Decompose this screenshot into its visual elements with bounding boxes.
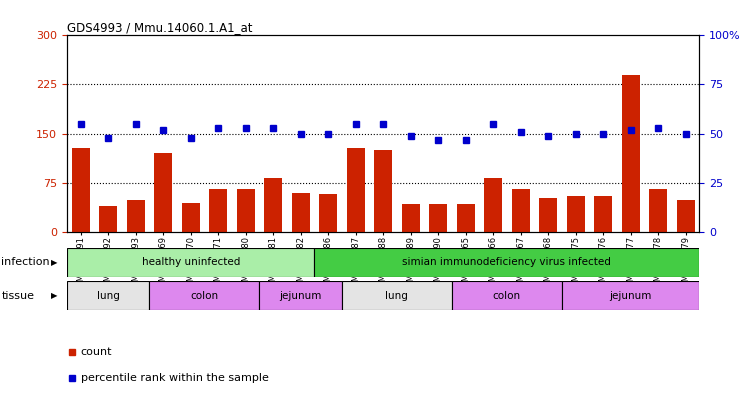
Bar [237,189,254,232]
Bar [342,281,452,310]
Bar [182,203,199,232]
Bar [264,178,282,232]
Bar [99,206,117,232]
Bar [650,189,667,232]
Text: infection: infection [1,257,50,267]
Bar [154,153,172,232]
Bar [292,193,310,232]
Bar [512,189,530,232]
Text: lung: lung [385,291,408,301]
Bar [562,281,699,310]
Bar [677,200,695,232]
Text: healthy uninfected: healthy uninfected [141,257,240,267]
Text: lung: lung [97,291,120,301]
Bar [452,281,562,310]
Text: jejunum: jejunum [609,291,652,301]
Text: percentile rank within the sample: percentile rank within the sample [81,373,269,383]
Bar [567,196,585,232]
Bar [150,281,260,310]
Text: ▶: ▶ [51,291,57,300]
Bar [594,196,612,232]
Text: simian immunodeficiency virus infected: simian immunodeficiency virus infected [403,257,612,267]
Bar [347,148,365,232]
Bar [539,198,557,232]
Bar [67,281,150,310]
Bar [484,178,502,232]
Bar [374,150,392,232]
Bar [126,200,144,232]
Bar [319,194,337,232]
Bar [429,204,447,232]
Text: colon: colon [493,291,521,301]
Text: count: count [81,347,112,357]
Bar [457,204,475,232]
Text: tissue: tissue [1,290,34,301]
Bar [622,75,640,232]
Text: jejunum: jejunum [280,291,322,301]
Bar [260,281,342,310]
Bar [402,204,420,232]
Bar [315,248,699,277]
Text: colon: colon [190,291,219,301]
Bar [71,148,89,232]
Bar [209,189,227,232]
Text: GDS4993 / Mmu.14060.1.A1_at: GDS4993 / Mmu.14060.1.A1_at [67,21,252,34]
Text: ▶: ▶ [51,258,57,266]
Bar [67,248,315,277]
